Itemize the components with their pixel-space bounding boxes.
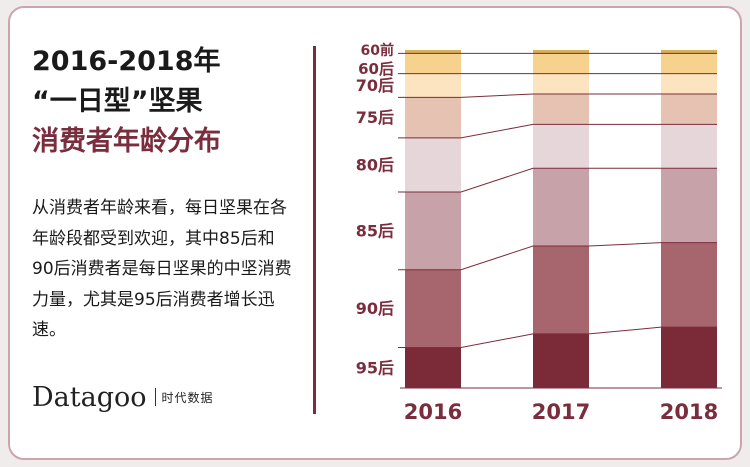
bar-segment-2017-60前 bbox=[533, 50, 589, 54]
bar-segment-2017-60后 bbox=[533, 53, 589, 74]
bar-segment-2016-70后 bbox=[405, 73, 461, 98]
bar-segment-2018-80后 bbox=[661, 124, 717, 169]
title-line-3: 消费者年龄分布 bbox=[32, 126, 221, 157]
page-title: 2016-2018年 “一日型”坚果 消费者年龄分布 bbox=[32, 42, 302, 162]
segment-label-85后: 85后 bbox=[356, 221, 394, 240]
title-line-1: 2016-2018年 bbox=[32, 46, 221, 77]
segment-label-60前: 60前 bbox=[361, 42, 394, 59]
bar-segment-2017-90后 bbox=[533, 246, 589, 334]
bar-segment-2018-60后 bbox=[661, 53, 717, 74]
bar-segment-2016-60前 bbox=[405, 50, 461, 54]
brand-subtitle: 时代数据 bbox=[161, 390, 214, 405]
segment-label-75后: 75后 bbox=[356, 108, 394, 127]
bar-segment-2017-70后 bbox=[533, 73, 589, 94]
segment-label-60后: 60后 bbox=[358, 60, 394, 78]
segment-label-80后: 80后 bbox=[356, 156, 394, 175]
bar-segment-2016-60后 bbox=[405, 53, 461, 74]
bar-segment-2017-75后 bbox=[533, 93, 589, 125]
bar-segment-2018-75后 bbox=[661, 93, 717, 125]
bar-segment-2018-95后 bbox=[661, 327, 717, 388]
bar-segment-2017-95后 bbox=[533, 333, 589, 388]
bar-segment-2018-85后 bbox=[661, 168, 717, 243]
connector-line-75后 bbox=[398, 123, 717, 139]
description-text: 从消费者年龄来看，每日坚果在各年龄段都受到欢迎，其中85后和90后消费者是每日坚… bbox=[32, 198, 292, 340]
x-tick-label-2018: 2018 bbox=[660, 400, 718, 424]
bar-segment-2016-85后 bbox=[405, 191, 461, 270]
bar-segment-2017-80后 bbox=[533, 124, 589, 169]
connector-line-90后 bbox=[398, 326, 717, 348]
bar-segment-2018-70后 bbox=[661, 73, 717, 94]
bar-segment-2016-80后 bbox=[405, 137, 461, 192]
connector-line-85后 bbox=[398, 242, 717, 271]
x-tick-label-2017: 2017 bbox=[532, 400, 590, 424]
bar-segment-2018-60前 bbox=[661, 50, 717, 54]
segment-label-95后: 95后 bbox=[356, 358, 394, 377]
connector-line-80后 bbox=[398, 167, 717, 193]
bar-segment-2016-75后 bbox=[405, 97, 461, 138]
vertical-divider bbox=[313, 46, 316, 414]
segment-label-70后: 70后 bbox=[356, 76, 394, 95]
x-tick-label-2016: 2016 bbox=[404, 400, 462, 424]
segment-label-90后: 90后 bbox=[356, 299, 394, 318]
bar-segment-2016-90后 bbox=[405, 269, 461, 348]
brand: Datagoo 时代数据 bbox=[32, 380, 214, 414]
brand-separator bbox=[154, 388, 156, 406]
bar-segment-2016-95后 bbox=[405, 347, 461, 388]
card bbox=[8, 6, 742, 460]
title-line-2: “一日型”坚果 bbox=[32, 86, 203, 117]
connector-line-70后 bbox=[398, 93, 717, 98]
bar-segment-2018-90后 bbox=[661, 242, 717, 328]
brand-logo: Datagoo bbox=[32, 381, 147, 413]
bar-segment-2017-85后 bbox=[533, 168, 589, 247]
